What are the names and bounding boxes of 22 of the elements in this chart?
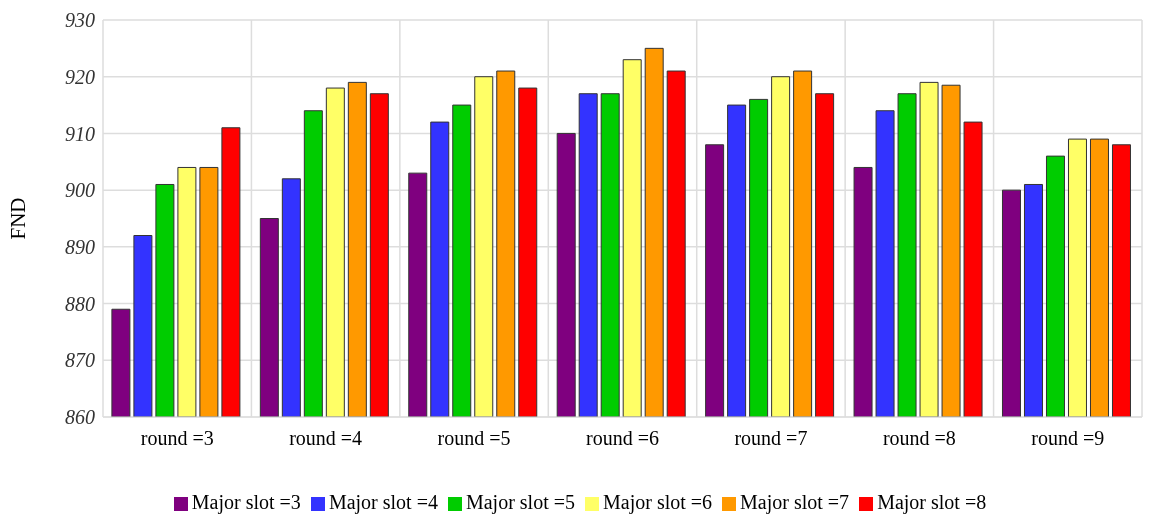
y-tick-label: 910 [65, 122, 95, 145]
legend-label: Major slot =7 [740, 491, 850, 513]
y-axis-title: FND [6, 197, 31, 240]
y-tick-label: 880 [65, 292, 95, 315]
legend-label: Major slot =8 [877, 491, 987, 513]
y-tick-label: 890 [65, 235, 95, 258]
x-tick-label: round =7 [734, 427, 808, 450]
y-tick-label: 870 [65, 349, 95, 372]
x-tick-label: round =8 [882, 427, 956, 450]
y-tick-label: 930 [65, 9, 95, 32]
y-tick-label: 920 [65, 65, 95, 88]
x-tick-label: round =5 [437, 427, 511, 450]
y-tick-label: 900 [65, 179, 95, 202]
x-tick-label: round =6 [586, 427, 659, 450]
legend-label: Major slot =5 [465, 491, 575, 513]
x-tick-label: round =9 [1031, 427, 1105, 450]
legend-label: Major slot =4 [328, 491, 438, 513]
legend-label: Major slot =3 [191, 491, 301, 513]
y-tick-label: 860 [65, 406, 95, 429]
legend-label: Major slot =6 [603, 491, 713, 513]
x-tick-label: round =3 [140, 427, 214, 450]
x-tick-label: round =4 [289, 427, 363, 450]
